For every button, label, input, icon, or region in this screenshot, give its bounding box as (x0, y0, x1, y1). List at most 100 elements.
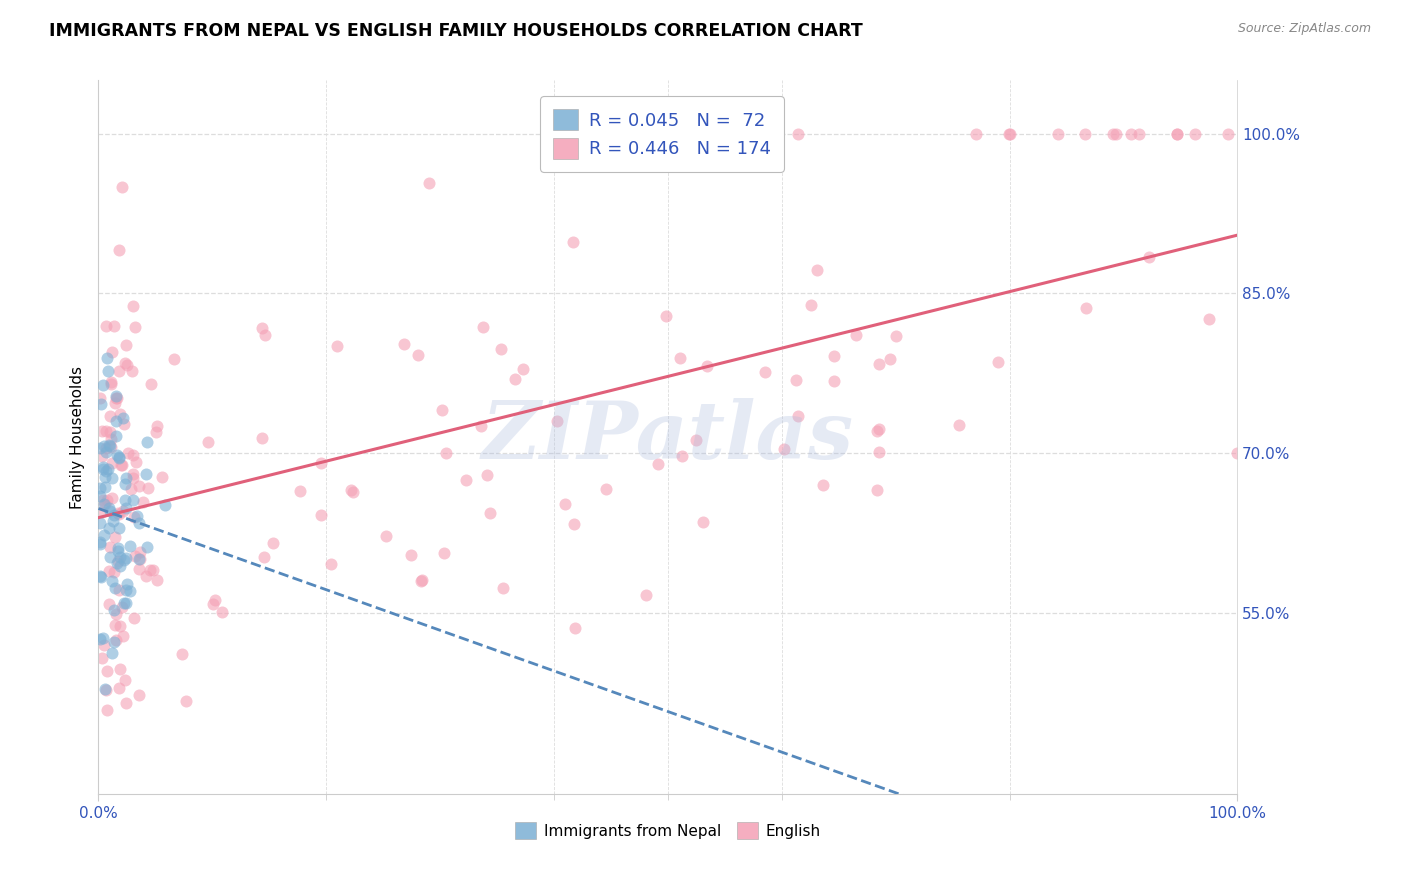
English (112, 417, 135, 432)
English (1198, 312, 1220, 326)
Immigrants from Nepal (90, 570, 112, 584)
English (91, 650, 114, 665)
English (562, 235, 585, 249)
Immigrants from Nepal (93, 470, 115, 484)
English (654, 309, 676, 323)
Immigrants from Nepal (103, 603, 125, 617)
English (211, 605, 233, 619)
Immigrants from Nepal (104, 581, 127, 595)
English (91, 493, 114, 508)
English (98, 409, 121, 423)
Immigrants from Nepal (89, 535, 111, 549)
Immigrants from Nepal (103, 508, 125, 522)
English (470, 419, 492, 434)
English (111, 504, 134, 518)
English (564, 622, 586, 636)
English (103, 530, 125, 544)
English (948, 418, 970, 433)
English (100, 344, 122, 359)
English (647, 457, 669, 471)
English (754, 365, 776, 379)
English (987, 355, 1010, 369)
English (1073, 127, 1095, 141)
Immigrants from Nepal (89, 481, 111, 495)
English (562, 516, 585, 531)
English (772, 442, 794, 456)
English (139, 376, 162, 391)
English (93, 639, 115, 653)
English (145, 419, 167, 434)
Immigrants from Nepal (90, 397, 112, 411)
Immigrants from Nepal (101, 471, 124, 485)
English (492, 582, 515, 596)
Immigrants from Nepal (105, 556, 128, 570)
English (124, 549, 146, 563)
English (669, 351, 692, 365)
English (1128, 127, 1150, 141)
English (163, 352, 186, 367)
English (554, 497, 576, 511)
English (868, 357, 890, 371)
English (787, 127, 810, 141)
English (339, 483, 361, 498)
English (111, 180, 134, 194)
English (1047, 127, 1070, 141)
Text: Source: ZipAtlas.com: Source: ZipAtlas.com (1237, 22, 1371, 36)
English (94, 424, 117, 438)
Immigrants from Nepal (108, 450, 131, 464)
Immigrants from Nepal (94, 445, 117, 459)
Immigrants from Nepal (118, 584, 141, 599)
Immigrants from Nepal (153, 498, 176, 512)
English (90, 505, 112, 519)
English (262, 535, 284, 549)
Immigrants from Nepal (105, 448, 128, 462)
English (471, 320, 494, 334)
English (374, 528, 396, 542)
English (595, 482, 617, 496)
English (325, 339, 347, 353)
Immigrants from Nepal (104, 414, 127, 428)
English (124, 611, 146, 625)
English (634, 588, 657, 602)
English (96, 682, 118, 697)
English (96, 664, 118, 678)
English (813, 478, 835, 492)
Immigrants from Nepal (93, 439, 115, 453)
English (696, 359, 718, 374)
English (456, 473, 478, 487)
English (121, 448, 143, 462)
Immigrants from Nepal (93, 462, 115, 476)
Immigrants from Nepal (103, 634, 125, 648)
English (174, 694, 197, 708)
English (479, 506, 502, 520)
Immigrants from Nepal (135, 434, 157, 449)
Immigrants from Nepal (101, 514, 124, 528)
Text: IMMIGRANTS FROM NEPAL VS ENGLISH FAMILY HOUSEHOLDS CORRELATION CHART: IMMIGRANTS FROM NEPAL VS ENGLISH FAMILY … (49, 22, 863, 40)
English (101, 491, 124, 505)
English (100, 433, 122, 447)
English (112, 629, 135, 643)
English (342, 484, 364, 499)
Immigrants from Nepal (135, 467, 157, 481)
Immigrants from Nepal (108, 521, 131, 535)
English (100, 376, 122, 391)
Immigrants from Nepal (114, 476, 136, 491)
English (998, 127, 1021, 141)
Immigrants from Nepal (96, 351, 118, 366)
English (392, 337, 415, 351)
Immigrants from Nepal (89, 537, 111, 551)
Immigrants from Nepal (91, 460, 114, 475)
English (114, 673, 136, 687)
English (434, 446, 457, 460)
English (108, 507, 131, 521)
English (111, 458, 134, 473)
Immigrants from Nepal (94, 681, 117, 696)
English (1102, 127, 1125, 141)
Immigrants from Nepal (136, 540, 159, 554)
Immigrants from Nepal (89, 632, 111, 646)
English (135, 569, 157, 583)
English (685, 433, 707, 447)
English (406, 348, 429, 362)
English (94, 497, 117, 511)
Immigrants from Nepal (108, 451, 131, 466)
